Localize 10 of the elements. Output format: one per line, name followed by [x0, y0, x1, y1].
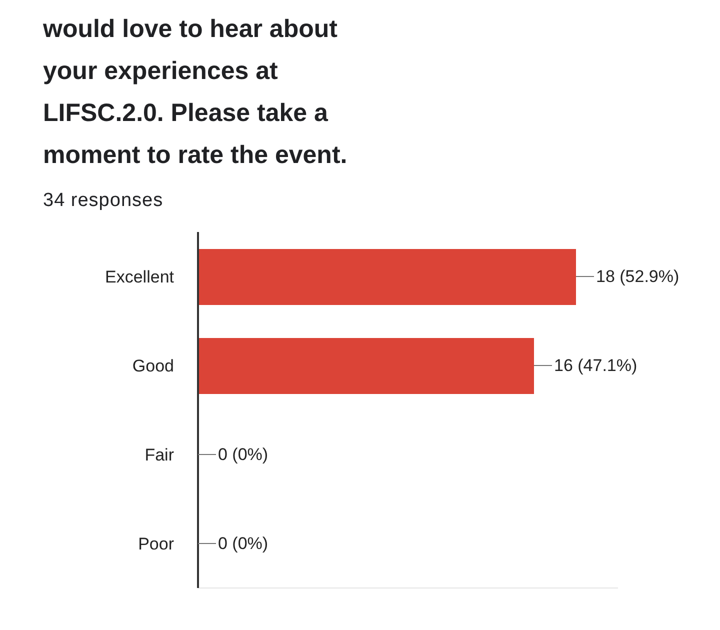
y-tick-label: Fair: [144, 446, 174, 465]
data-label: 18 (52.9%): [596, 267, 680, 286]
y-tick-label: Poor: [138, 534, 174, 554]
data-label: 0 (0%): [218, 445, 268, 464]
chart-title: would love to hear about your experiences at LIFSC.2.0. Please take a moment to rate the event.: [42, 14, 348, 171]
y-tick-label: Good: [132, 356, 174, 376]
chart-subtitle: 34 responses: [42, 190, 164, 212]
data-label: 0 (0%): [218, 534, 268, 553]
y-tick-label: Excellent: [105, 268, 174, 287]
data-label: 16 (47.1%): [554, 356, 638, 375]
